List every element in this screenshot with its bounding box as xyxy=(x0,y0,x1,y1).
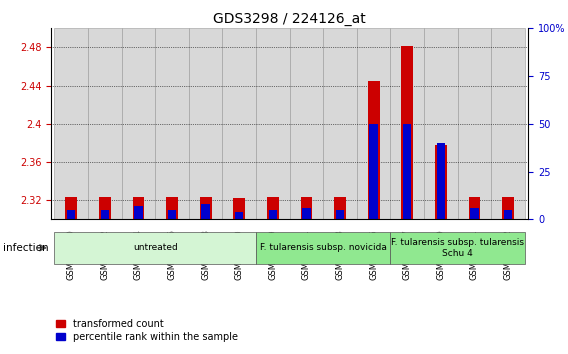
Title: GDS3298 / 224126_at: GDS3298 / 224126_at xyxy=(214,12,366,26)
Bar xyxy=(323,28,357,219)
Bar xyxy=(336,210,344,219)
Bar xyxy=(437,143,445,219)
Bar xyxy=(88,28,122,219)
Bar xyxy=(132,196,144,219)
Bar xyxy=(200,198,211,219)
Text: infection: infection xyxy=(3,243,48,253)
Bar xyxy=(55,28,88,219)
Bar xyxy=(491,28,525,219)
Bar xyxy=(435,145,447,219)
Bar xyxy=(99,198,111,219)
Bar xyxy=(269,210,277,219)
Bar xyxy=(65,198,77,219)
Bar xyxy=(166,198,178,219)
Bar xyxy=(267,198,279,219)
Bar xyxy=(502,198,514,219)
Bar xyxy=(235,212,244,219)
Bar xyxy=(390,232,525,264)
Bar xyxy=(101,210,109,219)
Bar xyxy=(67,210,76,219)
Bar xyxy=(390,28,424,219)
Legend: transformed count, percentile rank within the sample: transformed count, percentile rank withi… xyxy=(56,319,237,342)
Bar xyxy=(155,28,189,219)
Bar xyxy=(403,124,411,219)
Bar xyxy=(424,28,458,219)
Text: F. tularensis subsp. tularensis
Schu 4: F. tularensis subsp. tularensis Schu 4 xyxy=(391,238,524,257)
Bar xyxy=(134,206,143,219)
Bar xyxy=(470,208,479,219)
Bar xyxy=(122,28,155,219)
Text: F. tularensis subsp. novicida: F. tularensis subsp. novicida xyxy=(260,243,387,252)
Bar xyxy=(290,28,323,219)
Bar xyxy=(302,208,311,219)
Bar xyxy=(256,232,390,264)
Bar xyxy=(369,124,378,219)
Bar xyxy=(368,81,379,219)
Text: untreated: untreated xyxy=(133,243,178,252)
Bar xyxy=(55,232,256,264)
Bar xyxy=(357,28,390,219)
Bar xyxy=(402,46,413,219)
Bar xyxy=(168,210,176,219)
Bar xyxy=(300,196,312,219)
Bar xyxy=(256,28,290,219)
Bar xyxy=(458,28,491,219)
Bar xyxy=(223,28,256,219)
Bar xyxy=(334,198,346,219)
Bar xyxy=(504,210,512,219)
Bar xyxy=(189,28,223,219)
Bar xyxy=(469,198,481,219)
Bar xyxy=(233,199,245,219)
Bar xyxy=(202,204,210,219)
